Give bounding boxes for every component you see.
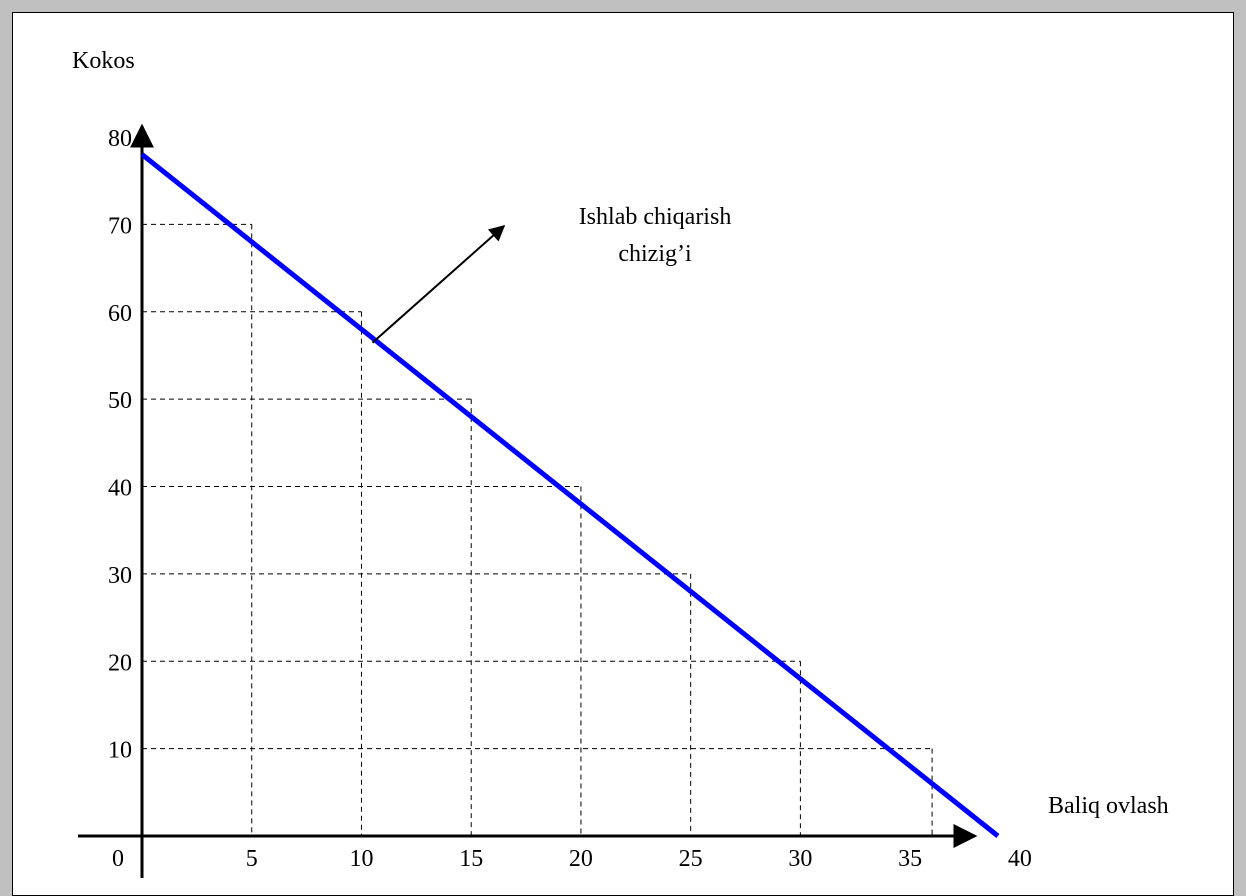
x-tick-label-30: 30: [788, 846, 812, 872]
y-tick-label-20: 20: [108, 650, 132, 676]
y-tick-label-10: 10: [108, 738, 132, 764]
x-tick-label-35: 35: [898, 846, 922, 872]
x-tick-label-10: 10: [349, 846, 373, 872]
y-tick-label-60: 60: [108, 301, 132, 327]
x-tick-label-20: 20: [569, 846, 593, 872]
y-tick-label-80: 80: [108, 126, 132, 152]
annotation-arrow: [371, 224, 506, 344]
annotation-line-1: Ishlab chiqarish: [579, 204, 732, 230]
series-line-0: [140, 152, 1000, 838]
annotation-line-2: chizig’i: [618, 241, 692, 267]
x-tick-label-25: 25: [679, 846, 703, 872]
x-tick-label-40: 40: [1008, 846, 1032, 872]
y-tick-label-30: 30: [108, 563, 132, 589]
y-axis-title: Kokos: [72, 48, 135, 74]
x-tick-label-5: 5: [246, 846, 258, 872]
y-tick-label-50: 50: [108, 388, 132, 414]
y-tick-label-40: 40: [108, 476, 132, 502]
y-tick-label-70: 70: [108, 213, 132, 239]
x-tick-label-15: 15: [459, 846, 483, 872]
origin-label: 0: [112, 846, 124, 872]
x-axis-title: Baliq ovlash: [1048, 793, 1169, 819]
